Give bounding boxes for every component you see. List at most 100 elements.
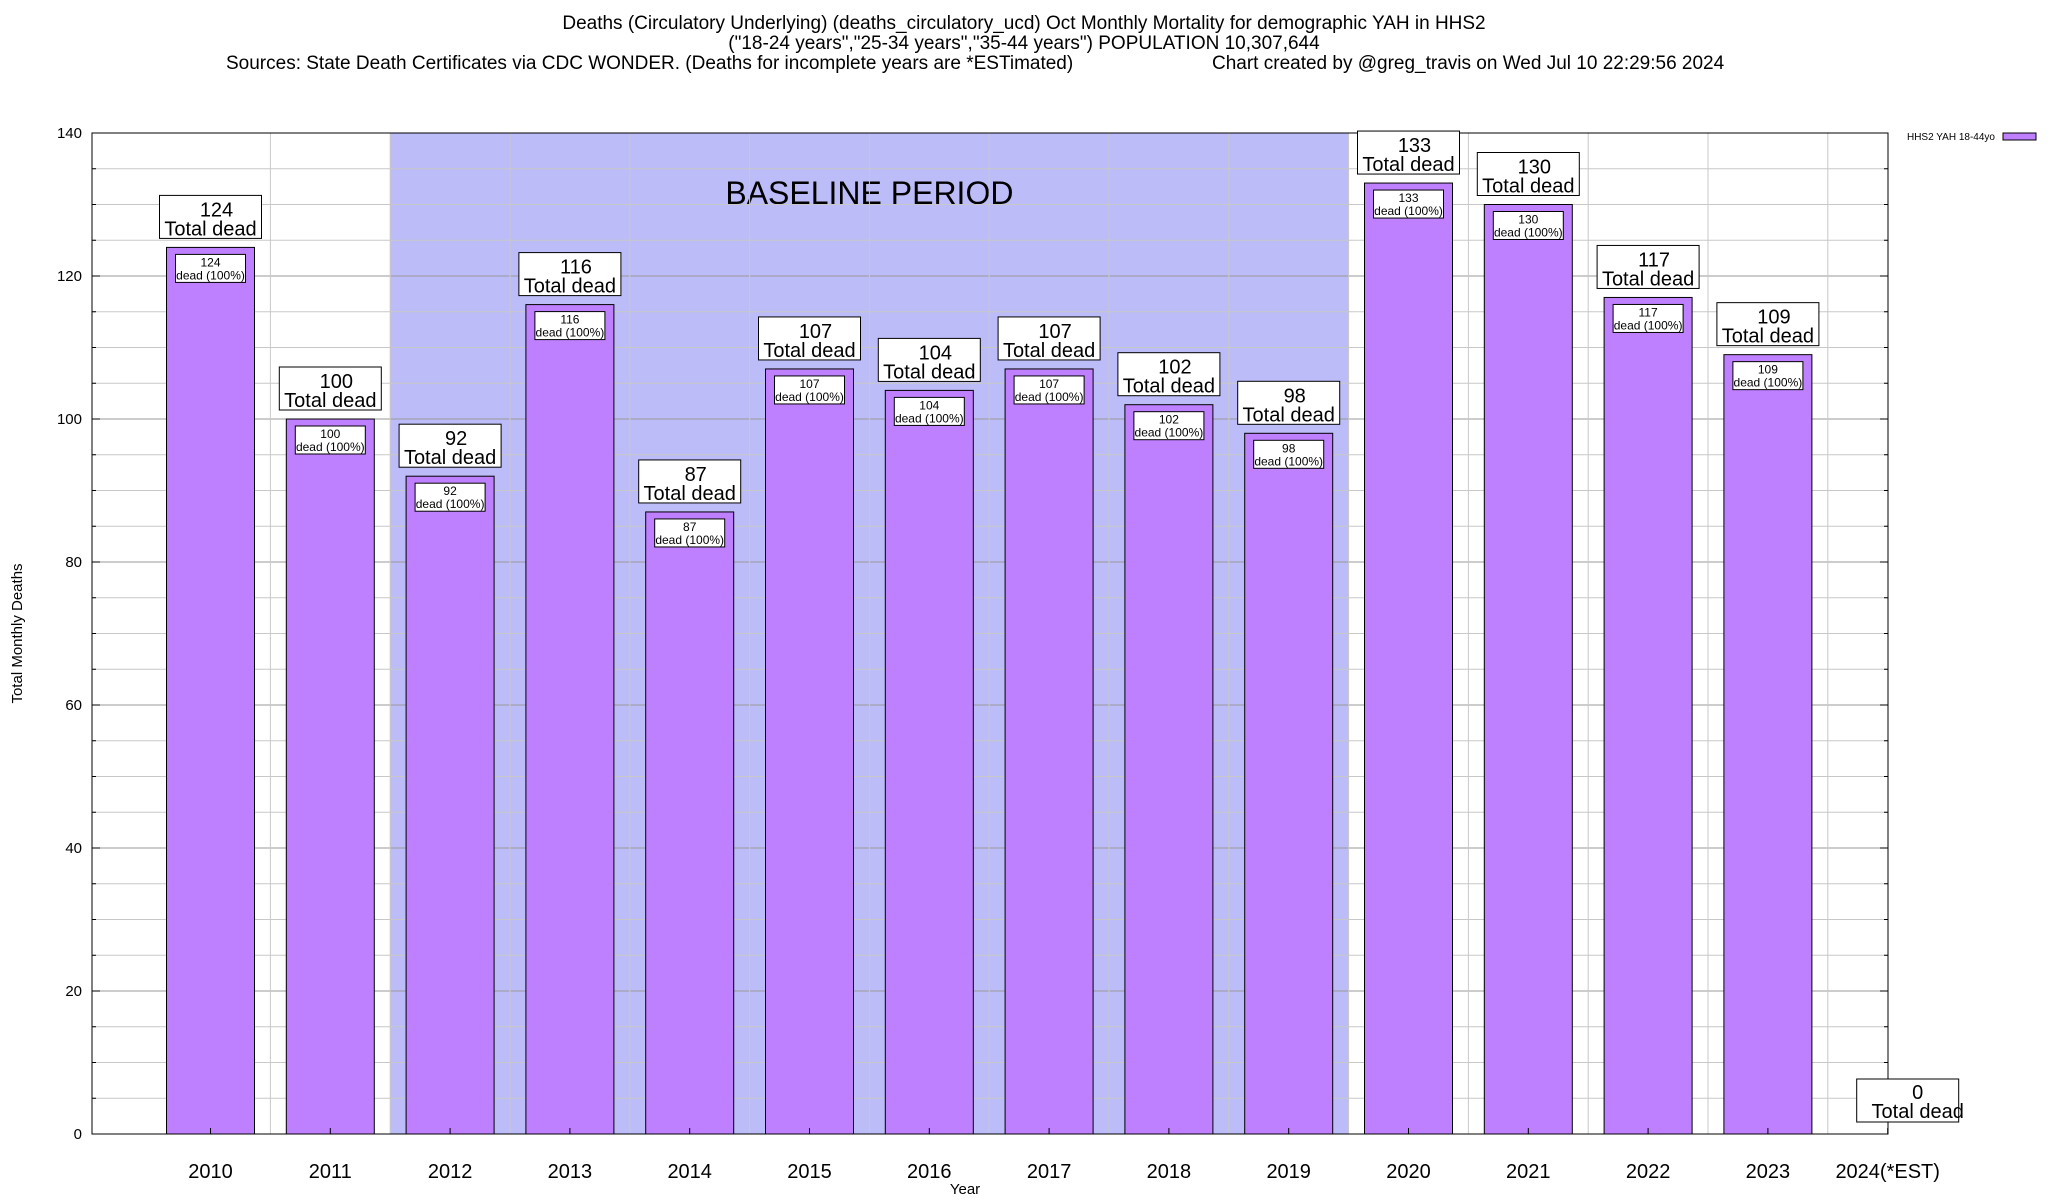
inner-label-value: 102 [1159, 413, 1179, 427]
inner-label-box [534, 311, 606, 341]
x-tick-label: 2014 [667, 1161, 712, 1183]
total-label-box [159, 194, 262, 239]
total-label-value: 100 [320, 371, 353, 393]
total-label-value: 0 [1912, 1082, 1923, 1104]
total-label-text: Total dead [763, 340, 855, 362]
inner-label-text: dead (100%) [895, 411, 964, 425]
inner-label-box [774, 375, 845, 405]
inner-label-text: dead (100%) [1254, 454, 1323, 468]
total-label-value: 107 [799, 321, 832, 343]
y-axis-label: Total Monthly Deaths [9, 563, 26, 703]
total-label-text: Total dead [164, 218, 256, 240]
total-label-value: 104 [919, 342, 952, 364]
inner-label-text: dead (100%) [1734, 376, 1803, 390]
total-label-box [1357, 130, 1460, 175]
inner-label-text: dead (100%) [536, 326, 605, 340]
inner-label-box [1013, 375, 1085, 405]
bar [285, 418, 375, 1135]
inner-label-value: 117 [1639, 305, 1658, 319]
inner-label-text: dead (100%) [1494, 226, 1563, 240]
y-tick-label: 140 [57, 125, 82, 142]
inner-label-value: 107 [1039, 377, 1059, 391]
legend-swatch [2002, 132, 2037, 141]
inner-label-box [294, 425, 366, 455]
total-label-box [1476, 152, 1580, 196]
x-tick-label: 2016 [907, 1161, 952, 1183]
total-label-box [877, 337, 981, 382]
total-label-box [1596, 244, 1700, 289]
inner-label-text: dead (100%) [296, 440, 365, 454]
inner-label-value: 109 [1758, 363, 1778, 377]
total-label-value: 102 [1158, 357, 1191, 379]
bar [1723, 354, 1813, 1135]
total-label-value: 133 [1398, 135, 1431, 157]
total-label-text: Total dead [404, 447, 496, 469]
total-label-value: 130 [1518, 157, 1551, 179]
x-tick-label: 2022 [1626, 1161, 1671, 1183]
inner-label-box [893, 396, 965, 426]
x-tick-label: 2010 [188, 1161, 233, 1183]
inner-label-text: dead (100%) [416, 497, 485, 511]
total-label-text: Total dead [1872, 1101, 1964, 1123]
inner-label-value: 107 [799, 377, 819, 391]
bar [1364, 182, 1453, 1135]
x-axis-label: Year [950, 1181, 980, 1198]
total-label-value: 87 [685, 464, 707, 486]
y-tick-label: 80 [65, 554, 82, 571]
total-label-text: Total dead [1243, 404, 1335, 426]
total-label-text: Total dead [1123, 376, 1215, 398]
total-label-value: 116 [560, 257, 592, 279]
y-tick-label: 40 [65, 840, 82, 857]
bar [884, 389, 974, 1135]
inner-label-value: 87 [683, 520, 697, 534]
total-label-value: 124 [200, 199, 233, 221]
total-label-text: Total dead [1722, 326, 1814, 348]
inner-label-text: dead (100%) [1614, 318, 1683, 332]
total-label-value: 109 [1757, 307, 1790, 329]
inner-label-value: 98 [1282, 441, 1296, 455]
inner-label-text: dead (100%) [1135, 426, 1204, 440]
inner-label-value: 130 [1518, 213, 1538, 227]
x-tick-label: 2013 [548, 1161, 593, 1183]
inner-label-box [1373, 189, 1444, 219]
total-label-text: Total dead [1482, 176, 1574, 198]
bar [1124, 404, 1214, 1135]
inner-label-value: 124 [200, 255, 220, 269]
bar [645, 511, 735, 1135]
inner-label-box [1133, 411, 1205, 441]
x-tick-label: 2012 [428, 1161, 473, 1183]
total-label-box [1856, 1078, 1960, 1123]
x-tick-label: 2024(*EST) [1835, 1161, 1940, 1183]
total-label-text: Total dead [284, 390, 376, 412]
inner-label-box [414, 482, 486, 512]
x-tick-label: 2021 [1506, 1161, 1551, 1183]
total-label-text: Total dead [1602, 268, 1694, 290]
bar [405, 475, 495, 1135]
total-label-text: Total dead [524, 276, 616, 298]
title-credit: Chart created by @greg_travis on Wed Jul… [1212, 53, 1725, 74]
x-tick-label: 2023 [1746, 1161, 1791, 1183]
inner-label-box [1492, 211, 1564, 240]
inner-label-box [175, 253, 246, 283]
legend-label: HHS2 YAH 18-44yo [1907, 132, 1995, 143]
x-tick-label: 2011 [309, 1161, 352, 1183]
bar [166, 246, 255, 1135]
title-line-2: ("18-24 years","25-34 years","35-44 year… [728, 33, 1320, 54]
y-tick-label: 0 [74, 1126, 82, 1143]
inner-label-box [1253, 439, 1325, 469]
total-label-box [1117, 352, 1221, 397]
total-label-value: 92 [445, 428, 467, 450]
total-label-value: 107 [1038, 321, 1071, 343]
y-tick-label: 120 [57, 268, 82, 285]
total-label-value: 117 [1638, 249, 1670, 271]
bar [1004, 368, 1094, 1135]
bar [525, 304, 615, 1135]
bar [765, 368, 854, 1135]
inner-label-text: dead (100%) [176, 268, 245, 282]
x-tick-label: 2015 [787, 1161, 832, 1183]
inner-label-text: dead (100%) [1374, 204, 1443, 218]
total-label-text: Total dead [1362, 154, 1454, 176]
inner-label-text: dead (100%) [775, 390, 844, 404]
total-label-text: Total dead [644, 483, 736, 505]
